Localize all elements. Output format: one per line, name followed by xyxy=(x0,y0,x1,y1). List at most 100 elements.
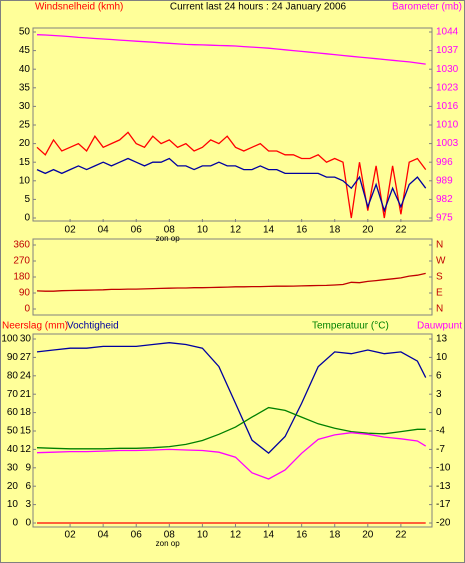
y2-tick-label: -17 xyxy=(436,499,451,510)
y-tick-label: 0 xyxy=(24,304,30,315)
annotation: zon op xyxy=(156,234,181,243)
y3-tick-label: 12 xyxy=(20,444,32,455)
y2-tick-label: 1010 xyxy=(436,120,459,131)
x-tick-label: 06 xyxy=(131,225,143,236)
x-tick-label: 12 xyxy=(230,225,242,236)
series-line xyxy=(36,406,426,450)
x-tick-label: 04 xyxy=(98,225,110,236)
y2-tick-label: -20 xyxy=(436,518,451,529)
y2-tick-label: -7 xyxy=(436,444,445,455)
y-tick-label: 50 xyxy=(7,426,19,437)
y3-tick-label: 0 xyxy=(25,518,31,529)
y2-tick-label: 1030 xyxy=(436,64,459,75)
y-tick-label: 10 xyxy=(19,175,31,186)
barometer-axis-title: Barometer (mb) xyxy=(392,2,462,13)
y-tick-label: 270 xyxy=(13,256,30,267)
y-tick-label: 180 xyxy=(13,272,30,283)
x-tick-label: 02 xyxy=(65,530,77,541)
series-line xyxy=(36,157,427,213)
x-tick-label: 18 xyxy=(329,530,341,541)
series-name: Temperatuur (°C) xyxy=(312,321,389,332)
x-tick-label: 08 xyxy=(164,225,176,236)
y-tick-label: 20 xyxy=(19,138,31,149)
y2-tick-label: 1023 xyxy=(436,82,459,93)
y-tick-label: 360 xyxy=(13,240,30,251)
y-tick-label: 30 xyxy=(19,101,31,112)
y2-tick-label: S xyxy=(436,272,443,283)
y2-tick-label: -4 xyxy=(436,426,445,437)
y-tick-label: 0 xyxy=(24,213,30,224)
y2-tick-label: 1016 xyxy=(436,101,459,112)
x-tick-label: 02 xyxy=(65,225,77,236)
chart-title: Current last 24 hours : 24 January 2006 xyxy=(170,2,347,13)
y-tick-label: 0 xyxy=(12,518,18,529)
y2-tick-label: 989 xyxy=(436,175,453,186)
x-tick-label: 22 xyxy=(395,530,407,541)
x-tick-label: 14 xyxy=(263,530,275,541)
y2-tick-label: W xyxy=(436,256,446,267)
y-tick-label: 100 xyxy=(1,334,18,345)
y2-tick-label: 6 xyxy=(436,370,442,381)
series-line xyxy=(36,432,427,480)
series-name: Vochtigheid xyxy=(67,321,119,332)
series-line xyxy=(36,272,426,292)
x-tick-label: 08 xyxy=(164,530,176,541)
x-tick-label: 10 xyxy=(197,225,209,236)
x-tick-label: 06 xyxy=(131,530,143,541)
y2-tick-label: 13 xyxy=(436,334,448,345)
y2-tick-label: 975 xyxy=(436,213,453,224)
y-tick-label: 10 xyxy=(7,499,19,510)
x-tick-label: 14 xyxy=(263,225,275,236)
y2-tick-label: 0 xyxy=(436,407,442,418)
series-name: Neerslag (mm) xyxy=(2,321,68,332)
series-line xyxy=(36,34,426,65)
y-tick-label: 20 xyxy=(7,481,19,492)
y3-tick-label: 9 xyxy=(25,462,31,473)
x-tick-label: 20 xyxy=(362,530,374,541)
series-line xyxy=(36,342,427,454)
y-tick-label: 50 xyxy=(19,27,31,38)
y3-tick-label: 21 xyxy=(20,389,32,400)
y2-tick-label: 1044 xyxy=(436,27,459,38)
y2-tick-label: -10 xyxy=(436,462,451,473)
wind-axis-title: Windsnelheid (kmh) xyxy=(35,2,123,13)
y3-tick-label: 3 xyxy=(25,499,31,510)
y-tick-label: 70 xyxy=(7,389,19,400)
humidity-panel xyxy=(32,333,433,528)
y2-tick-label: N xyxy=(436,240,443,251)
x-tick-label: 10 xyxy=(197,530,209,541)
series-name: Dauwpunt xyxy=(417,321,462,332)
y3-tick-label: 27 xyxy=(20,352,32,363)
y-tick-label: 40 xyxy=(19,64,31,75)
x-tick-label: 18 xyxy=(329,225,341,236)
y3-tick-label: 30 xyxy=(20,334,32,345)
y-tick-label: 15 xyxy=(19,157,31,168)
y-tick-label: 45 xyxy=(19,45,31,56)
x-tick-label: 04 xyxy=(98,530,110,541)
y-tick-label: 90 xyxy=(19,288,31,299)
x-tick-label: 20 xyxy=(362,225,374,236)
y-tick-label: 25 xyxy=(19,120,31,131)
y2-tick-label: -13 xyxy=(436,481,451,492)
y3-tick-label: 15 xyxy=(20,426,32,437)
y-tick-label: 40 xyxy=(7,444,19,455)
y-tick-label: 90 xyxy=(7,352,19,363)
y3-tick-label: 24 xyxy=(20,370,32,381)
x-tick-label: 16 xyxy=(296,530,308,541)
y-tick-label: 35 xyxy=(19,82,31,93)
y2-tick-label: 982 xyxy=(436,194,453,205)
x-tick-label: 12 xyxy=(230,530,242,541)
y2-tick-label: 3 xyxy=(436,389,442,400)
y2-tick-label: 996 xyxy=(436,157,453,168)
wind-panel xyxy=(32,27,433,222)
y2-tick-label: N xyxy=(436,304,443,315)
y2-tick-label: 1037 xyxy=(436,45,459,56)
x-tick-label: 22 xyxy=(395,225,407,236)
series-line xyxy=(36,131,427,219)
y2-tick-label: 10 xyxy=(436,352,448,363)
y3-tick-label: 6 xyxy=(25,481,31,492)
annotation: zon op xyxy=(156,539,181,548)
y-tick-label: 30 xyxy=(7,462,19,473)
